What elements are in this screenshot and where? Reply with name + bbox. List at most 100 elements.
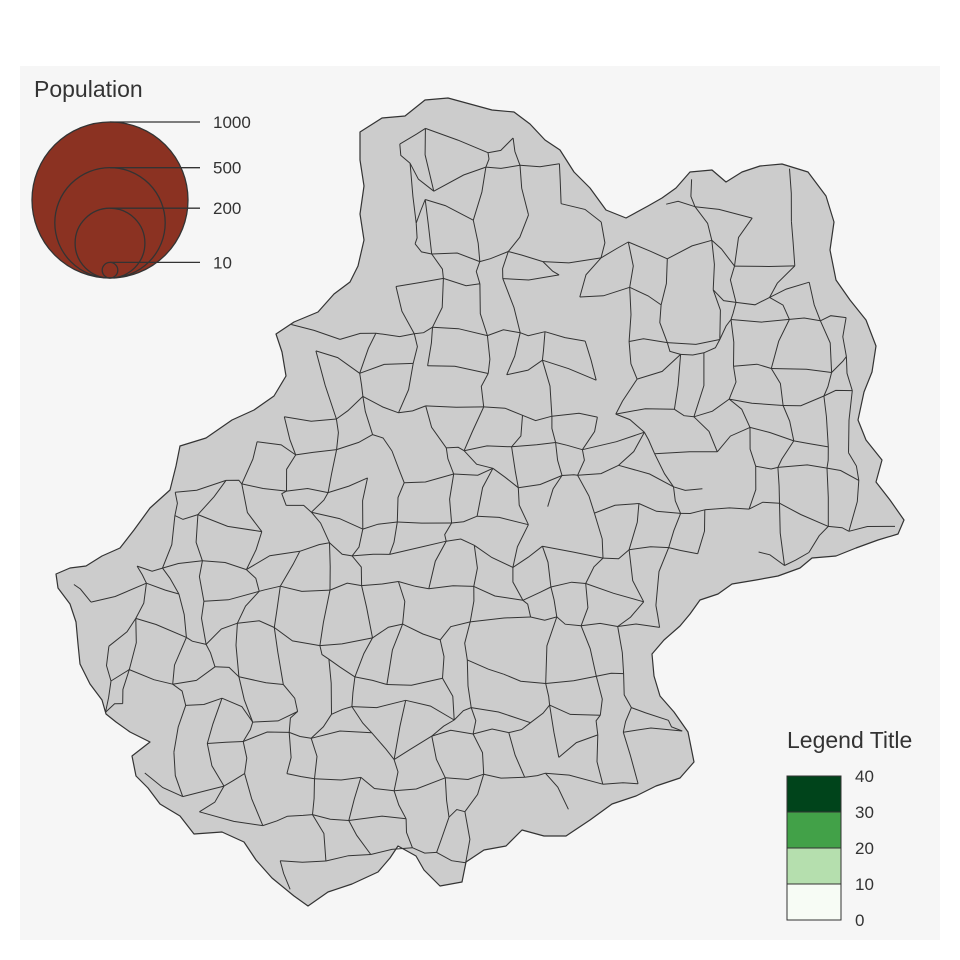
- commune-border: [197, 480, 227, 515]
- commune-border: [503, 673, 546, 684]
- commune-border: [524, 772, 546, 778]
- commune-border: [386, 623, 404, 685]
- commune-border: [790, 221, 796, 266]
- commune-border: [241, 483, 263, 532]
- commune-border: [433, 166, 487, 192]
- commune-border: [845, 356, 853, 391]
- commune-border: [828, 525, 850, 532]
- commune-border: [638, 503, 681, 514]
- commune-border: [789, 317, 821, 322]
- commune-border: [777, 467, 780, 504]
- commune-border: [199, 785, 225, 813]
- commune-border: [779, 503, 785, 566]
- commune-border: [673, 486, 703, 491]
- commune-border: [667, 339, 720, 345]
- commune-border: [602, 549, 630, 560]
- commune-border: [674, 408, 694, 418]
- commune-border: [257, 441, 296, 456]
- commune-border: [214, 666, 240, 678]
- commune-border: [395, 286, 415, 335]
- commune-border: [375, 332, 415, 338]
- commune-border: [393, 700, 407, 760]
- commune-border: [446, 538, 475, 546]
- commune-border: [286, 732, 292, 774]
- commune-border: [617, 626, 625, 674]
- commune-border: [470, 616, 531, 623]
- commune-border: [602, 782, 639, 785]
- commune-border: [282, 684, 299, 712]
- commune-border: [769, 281, 810, 298]
- commune-border: [542, 359, 597, 381]
- commune-border: [200, 601, 207, 645]
- commune-border: [680, 509, 705, 515]
- commune-border: [314, 776, 361, 781]
- commune-border: [594, 503, 639, 514]
- commune-border: [577, 449, 585, 476]
- commune-border: [372, 434, 393, 452]
- commune-border: [506, 332, 521, 375]
- commune-border: [354, 676, 388, 685]
- commune-border: [393, 759, 399, 791]
- commune-border: [289, 731, 312, 739]
- commune-border: [242, 741, 248, 774]
- commune-border: [244, 773, 264, 826]
- population-legend: Population 1000 500 200 10: [31, 76, 251, 279]
- commune-border: [577, 475, 595, 514]
- commune-border: [414, 326, 433, 335]
- commune-border: [581, 417, 598, 450]
- commune-border: [246, 550, 300, 571]
- commune-border: [502, 274, 560, 281]
- commune-border: [425, 127, 489, 154]
- commune-border: [395, 277, 444, 287]
- commune-border: [360, 777, 395, 792]
- commune-border: [446, 446, 465, 452]
- commune-border: [734, 217, 753, 267]
- commune-border: [595, 676, 603, 716]
- commune-border: [238, 676, 254, 723]
- commune-border: [173, 705, 187, 753]
- commune-border: [393, 735, 433, 761]
- commune-border: [519, 163, 560, 168]
- commune-border: [259, 585, 281, 592]
- population-symbol-label: 1000: [213, 113, 251, 132]
- commune-border: [405, 818, 413, 848]
- commune-border: [238, 676, 284, 685]
- commune-border: [464, 774, 485, 812]
- commune-border: [733, 363, 772, 369]
- commune-border: [577, 464, 619, 476]
- commune-border: [522, 599, 532, 618]
- commune-border: [463, 450, 494, 469]
- commune-border: [397, 521, 452, 524]
- commune-border: [362, 477, 368, 530]
- commune-border: [712, 289, 721, 340]
- commune-border: [551, 412, 598, 418]
- commune-border: [431, 252, 480, 263]
- commune-border: [749, 426, 794, 442]
- commune-border: [842, 317, 847, 357]
- commune-border: [584, 340, 597, 381]
- commune-border: [451, 515, 478, 524]
- commune-border: [223, 773, 245, 787]
- commune-border: [667, 720, 683, 732]
- commune-border: [512, 545, 543, 568]
- commune-border: [105, 646, 112, 682]
- commune-border: [690, 179, 696, 207]
- commune-border: [315, 350, 337, 420]
- commune-border: [666, 342, 681, 355]
- commune-border: [826, 467, 860, 481]
- commune-border: [312, 778, 315, 815]
- commune-border: [281, 490, 287, 506]
- commune-border: [770, 319, 790, 369]
- commune-border: [162, 515, 176, 569]
- commune-border: [585, 583, 644, 603]
- commune-border: [199, 811, 263, 827]
- commune-border: [629, 286, 662, 306]
- commune-border: [370, 847, 413, 855]
- commune-border: [414, 223, 418, 244]
- commune-border: [508, 732, 526, 778]
- commune-border: [694, 206, 713, 241]
- commune-border: [771, 368, 832, 373]
- commune-border: [617, 601, 645, 627]
- commune-border: [483, 773, 525, 779]
